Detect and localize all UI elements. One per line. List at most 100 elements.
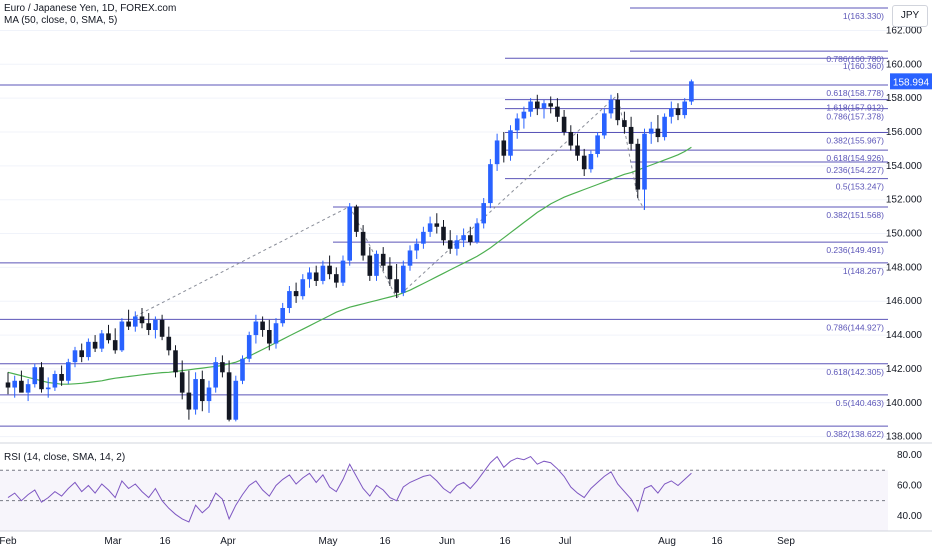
rsi-indicator-label: RSI (14, close, SMA, 14, 2) <box>4 452 126 463</box>
candle-body <box>206 387 212 402</box>
candle-body <box>468 235 473 242</box>
time-axis: Feb Mar 16 Apr May 16 Jun 16 Jul Aug 16 Sep <box>0 530 932 547</box>
fib-label: 1.618(157.912) <box>826 103 884 113</box>
price-tick-label: 140.000 <box>886 398 923 409</box>
time-tick-label: Aug <box>658 536 676 547</box>
candle-body <box>45 387 51 390</box>
candle-body <box>146 323 151 330</box>
time-tick-label: 16 <box>499 536 511 547</box>
last-price-badge: 158.994 <box>890 73 932 90</box>
candle-body <box>313 272 319 281</box>
candlesticks <box>5 79 694 422</box>
currency-button[interactable]: JPY <box>892 5 928 27</box>
fib-label: 0.5(140.463) <box>836 398 884 408</box>
candle-body <box>595 135 600 154</box>
candle-body <box>173 350 178 373</box>
candle-body <box>159 319 165 337</box>
rsi-line <box>7 455 692 523</box>
time-tick-label: Feb <box>0 536 17 547</box>
candle-body <box>662 116 667 138</box>
rsi-tick-label: 80.00 <box>897 450 922 461</box>
candle-body <box>72 350 78 363</box>
rsi-pane: 40.00 60.00 80.00 <box>0 442 932 532</box>
time-tick-label: Mar <box>104 536 122 547</box>
fib-label: 0.618(142.305) <box>826 367 884 377</box>
candle-body <box>575 145 580 156</box>
candle-body <box>675 108 681 116</box>
time-tick-label: Apr <box>220 536 236 547</box>
candle-body <box>581 155 587 170</box>
candle-body <box>494 140 500 165</box>
fib-label: 0.786(160.780) <box>826 54 884 64</box>
candle-body <box>461 235 466 241</box>
time-tick-label: Jun <box>439 536 455 547</box>
fib-label: 0.5(153.247) <box>836 182 884 192</box>
candle-body <box>106 333 111 341</box>
candle-body <box>86 341 91 358</box>
candle-body <box>200 379 205 402</box>
fib-label: 0.236(154.227) <box>826 165 884 175</box>
rsi-tick-label: 40.00 <box>897 511 922 522</box>
candle-body <box>220 362 225 373</box>
candle-body <box>347 206 352 261</box>
candle-body <box>622 120 627 127</box>
price-badge-bg <box>890 73 932 90</box>
price-tick-label: 138.000 <box>886 432 923 443</box>
candle-body <box>682 101 687 116</box>
candle-body <box>233 380 239 420</box>
candle-body <box>327 265 332 275</box>
moving-average <box>7 146 692 385</box>
candle-body <box>179 372 185 393</box>
candle-body <box>19 380 24 393</box>
swing-line <box>617 94 639 199</box>
time-tick-label: Jul <box>559 536 572 547</box>
candle-body <box>79 350 84 358</box>
fib-label: 0.382(151.568) <box>826 210 884 220</box>
candle-body <box>488 164 493 204</box>
candle-body <box>568 132 574 146</box>
candle-body <box>260 321 265 330</box>
time-tick-label: 16 <box>379 536 391 547</box>
swing-dashed-lines <box>135 94 645 317</box>
price-tick-label: 146.000 <box>886 296 923 307</box>
ma-line <box>7 146 692 385</box>
candle-body <box>226 372 232 420</box>
candle-body <box>193 379 198 410</box>
candle-body <box>508 130 513 156</box>
price-tick-label: 144.000 <box>886 330 923 341</box>
fib-label: 0.382(138.622) <box>826 429 884 439</box>
candle-body <box>39 367 44 390</box>
candle-body <box>394 279 399 293</box>
ma-indicator-label: MA (50, close, 0, SMA, 5) <box>4 15 118 26</box>
price-grid <box>0 29 888 438</box>
candle-body <box>300 279 306 297</box>
candle-body <box>307 272 312 280</box>
candle-body <box>555 106 560 117</box>
fib-label: 0.236(149.491) <box>826 245 884 255</box>
candle-body <box>380 253 386 266</box>
candle-body <box>354 206 359 232</box>
candle-body <box>548 103 553 107</box>
candle-body <box>514 118 520 131</box>
price-axis: 138.000 140.000 142.000 144.000 146.000 148.0… <box>886 25 923 442</box>
candle-body <box>240 358 245 381</box>
candle-body <box>615 99 620 121</box>
candle-body <box>602 113 607 136</box>
candle-body <box>59 374 64 381</box>
candle-body <box>5 382 11 388</box>
candle-body <box>447 240 453 249</box>
candle-body <box>608 99 614 114</box>
candle-body <box>139 316 145 324</box>
price-tick-label: 160.000 <box>886 59 923 70</box>
price-tick-label: 162.000 <box>886 25 923 36</box>
candle-body <box>52 374 58 388</box>
swing-line <box>349 206 398 299</box>
fib-label: 1(160.360) <box>843 61 884 71</box>
candle-body <box>374 253 379 276</box>
candle-body <box>481 203 486 224</box>
swing-line <box>637 197 645 211</box>
candle-body <box>441 226 446 241</box>
candle-body <box>246 335 252 359</box>
candle-body <box>642 133 647 190</box>
